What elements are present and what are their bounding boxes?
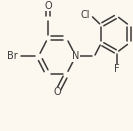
- Text: O: O: [53, 87, 61, 97]
- Text: Cl: Cl: [81, 10, 90, 20]
- Text: Br: Br: [7, 51, 17, 61]
- Text: N: N: [72, 51, 80, 61]
- Text: F: F: [114, 64, 120, 74]
- Text: O: O: [44, 1, 52, 11]
